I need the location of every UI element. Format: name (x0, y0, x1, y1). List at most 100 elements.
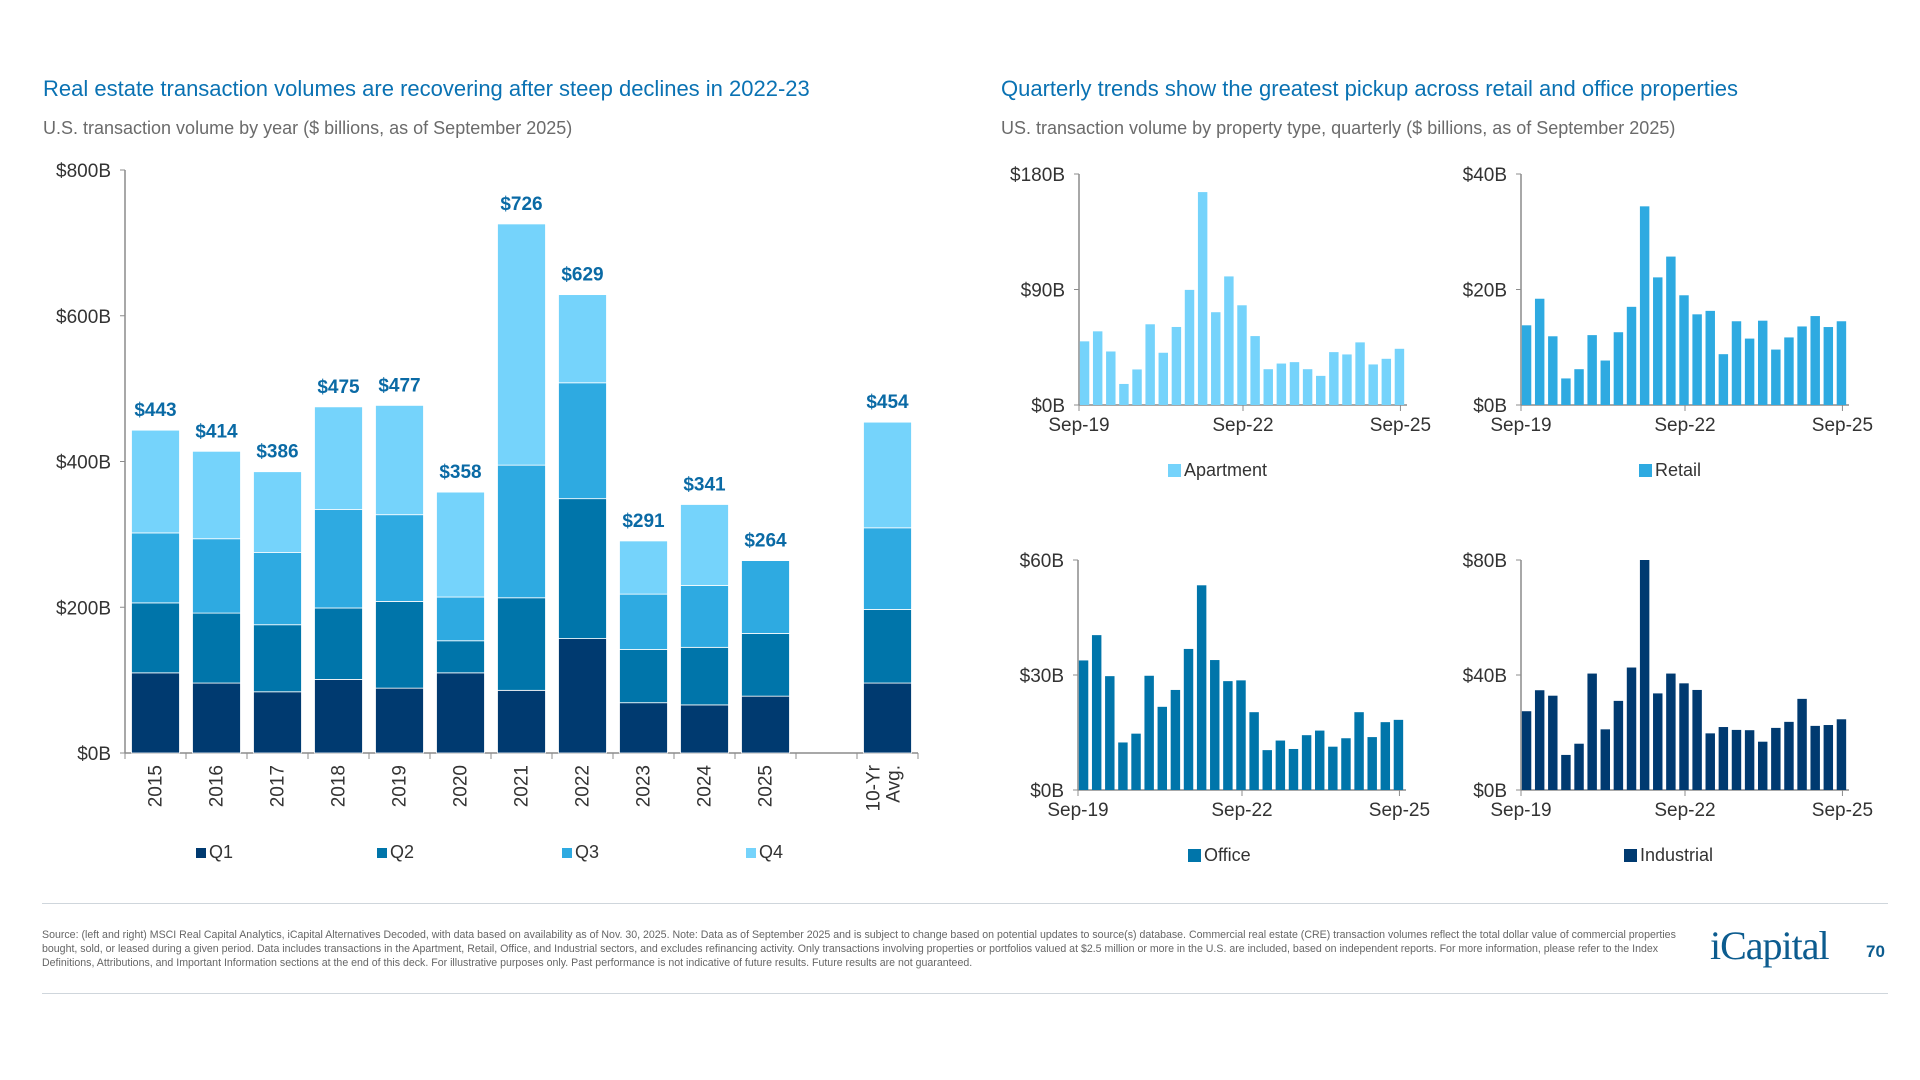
bar-office (1144, 675, 1154, 790)
bar-retail (1666, 256, 1676, 405)
bar-office (1078, 660, 1089, 790)
bar-segment-q3 (436, 596, 485, 642)
x-tick-label: Sep-22 (1654, 415, 1715, 436)
y-tick-label: $40B (1463, 666, 1507, 687)
bar-apartment (1329, 352, 1339, 405)
total-label: $264 (744, 531, 787, 552)
bar-industrial (1600, 729, 1611, 790)
x-tick-label: 2024 (695, 765, 716, 808)
legend-swatch (196, 847, 206, 858)
y-tick-label: $0B (1031, 396, 1065, 417)
bar-retail (1771, 349, 1781, 405)
bar-industrial (1771, 727, 1781, 790)
bar-segment-q2 (741, 633, 790, 697)
bar-apartment (1289, 362, 1300, 405)
total-label: $726 (500, 194, 542, 215)
bar-segment-q3 (680, 584, 729, 648)
bar-segment-q4 (558, 294, 607, 384)
bar-retail (1731, 321, 1742, 405)
bar-industrial (1810, 725, 1820, 790)
bar-retail (1705, 310, 1715, 405)
bar-segment-q4 (619, 540, 668, 595)
bar-industrial (1692, 689, 1702, 790)
bar-industrial (1836, 719, 1847, 790)
bar-retail (1744, 338, 1755, 405)
x-tick-label: Sep-19 (1047, 800, 1108, 821)
bar-office (1380, 722, 1391, 790)
bar-retail (1836, 321, 1847, 405)
bar-retail (1521, 325, 1532, 405)
bar-segment-q3 (558, 382, 607, 500)
bar-retail (1718, 354, 1729, 405)
bar-retail (1587, 335, 1597, 405)
legend-label: Industrial (1640, 845, 1714, 865)
bar-segment-q2 (253, 624, 302, 693)
bar-retail (1561, 378, 1571, 405)
bar-office (1131, 733, 1141, 790)
bar-apartment (1132, 369, 1142, 405)
y-tick-label: $60B (1020, 551, 1064, 572)
bar-apartment (1342, 354, 1352, 405)
bar-industrial (1718, 727, 1729, 790)
bar-office (1183, 648, 1194, 790)
bar-industrial (1757, 741, 1768, 790)
x-tick-label: 2019 (390, 765, 411, 807)
bar-retail (1534, 298, 1545, 405)
footnote: Source: (left and right) MSCI Real Capit… (42, 929, 1676, 969)
x-tick-label: 10-Yr (864, 764, 885, 811)
legend-office: Office (1188, 845, 1251, 866)
x-tick-label: Sep-22 (1654, 800, 1715, 821)
y-tick-label: $0B (1473, 781, 1507, 802)
bar-segment-q1 (497, 689, 546, 754)
bar-segment-q4 (680, 504, 729, 586)
y-tick-label: $90B (1021, 281, 1065, 302)
legend-q2: Q2 (377, 842, 414, 863)
total-label: $291 (622, 511, 665, 532)
bar-segment-q3 (741, 560, 790, 634)
bar-office (1210, 660, 1220, 790)
bar-apartment (1171, 326, 1182, 405)
bar-retail (1784, 337, 1794, 405)
y-tick-label: $200B (56, 598, 111, 619)
bar-segment-q1 (375, 687, 424, 754)
total-label: $475 (317, 377, 360, 398)
x-tick-label: Sep-22 (1212, 415, 1273, 436)
x-tick-label: Sep-25 (1812, 800, 1873, 821)
bar-segment-q1 (680, 704, 729, 754)
legend-swatch (377, 847, 387, 858)
bar-industrial (1666, 673, 1676, 790)
legend-q3: Q3 (562, 842, 599, 863)
bar-segment-q3 (619, 593, 668, 650)
bar-segment-q3 (314, 509, 363, 609)
bar-office (1223, 681, 1233, 790)
bar-segment-q3 (497, 464, 546, 599)
bar-segment-q4 (131, 429, 180, 534)
bar-segment-q3 (375, 514, 424, 602)
bar-office (1157, 706, 1168, 790)
bar-apartment (1145, 324, 1155, 405)
bar-office (1105, 676, 1115, 790)
x-tick-label: Sep-22 (1211, 800, 1272, 821)
bar-retail (1613, 332, 1624, 405)
total-label: $629 (561, 265, 603, 286)
bar-industrial (1613, 700, 1624, 790)
x-tick-label: 2023 (634, 765, 655, 807)
bar-apartment (1197, 192, 1208, 405)
y-tick-label: $40B (1463, 165, 1507, 186)
bar-segment-q1 (314, 678, 363, 754)
x-tick-label: 2022 (573, 765, 594, 807)
left-chart-subtitle: U.S. transaction volume by year ($ billi… (43, 118, 573, 138)
bar-industrial (1705, 733, 1715, 790)
bar-segment-q2 (619, 649, 668, 704)
bar-industrial (1823, 725, 1834, 790)
x-tick-label: 2025 (756, 765, 777, 807)
bar-apartment (1184, 289, 1195, 405)
bar-segment-q1 (741, 695, 790, 754)
bar-office (1091, 635, 1102, 790)
bar-segment-q3 (192, 538, 241, 614)
bar-industrial (1561, 754, 1571, 790)
bar-apartment (1211, 312, 1221, 405)
bar-segment-q4 (314, 406, 363, 510)
legend-q1: Q1 (196, 842, 233, 863)
footer-divider-top (42, 903, 1888, 904)
